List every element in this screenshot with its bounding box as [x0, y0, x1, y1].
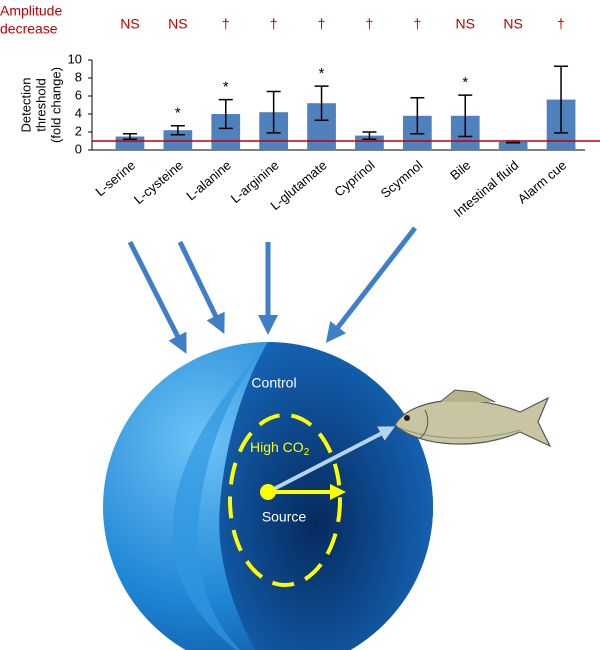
y-axis-label: Detection	[18, 78, 33, 133]
amplitude-value: †	[557, 16, 565, 32]
source-dot	[260, 484, 276, 500]
y-tick-label: 0	[75, 141, 82, 156]
x-tick-label: Alarm cue	[515, 157, 569, 206]
error-bar	[554, 65, 569, 134]
error-bar	[266, 90, 281, 134]
fish	[394, 389, 552, 448]
x-tick-label: L-alanine	[183, 157, 234, 203]
y-axis-label: (fold change)	[48, 67, 63, 143]
y-tick-label: 10	[68, 51, 82, 66]
control-label: Control	[251, 375, 296, 391]
high-co2-text: High CO	[250, 439, 304, 455]
arrow	[127, 240, 187, 354]
high-co2-sub: 2	[304, 447, 310, 458]
y-tick-label: 2	[75, 123, 82, 138]
amplitude-label: decrease	[0, 21, 58, 37]
amplitude-value: NS	[120, 16, 139, 32]
error-bar	[122, 133, 137, 140]
arrows	[127, 226, 417, 354]
source-label: Source	[262, 509, 307, 525]
error-bar	[314, 85, 329, 122]
amplitude-value: NS	[168, 16, 187, 32]
y-tick-label: 4	[75, 105, 82, 120]
error-bar	[410, 97, 425, 135]
significance-mark: *	[462, 74, 468, 91]
bar	[498, 141, 528, 150]
arrow	[325, 226, 417, 343]
bar	[163, 130, 193, 150]
sphere-face	[172, 342, 268, 650]
high-co2-label: High CO2	[250, 439, 310, 458]
error-bar	[218, 98, 233, 130]
x-tick-label: L-cysteine	[131, 157, 186, 207]
amplitude-value: NS	[456, 16, 475, 32]
amplitude-value: †	[366, 16, 374, 32]
error-bar	[362, 131, 377, 140]
error-bar	[458, 94, 473, 138]
amplitude-value: †	[270, 16, 278, 32]
significance-mark: *	[175, 105, 181, 122]
high-co2-boundary	[228, 413, 342, 587]
error-bar	[170, 124, 185, 136]
amplitude-value: †	[318, 16, 326, 32]
arrow	[267, 426, 396, 494]
x-tick-label: Scymnol	[378, 157, 426, 201]
amplitude-label: Amplitude	[0, 3, 62, 19]
significance-mark: *	[319, 65, 325, 82]
amplitude-value: NS	[503, 16, 522, 32]
significance-mark: *	[223, 79, 229, 96]
bar	[355, 135, 384, 150]
x-tick-label: Bile	[447, 157, 473, 182]
amplitude-value: †	[413, 16, 421, 32]
arrow	[177, 240, 225, 335]
bar	[115, 136, 145, 150]
amplitude-value: †	[222, 16, 230, 32]
y-axis-label: threshold	[33, 78, 48, 131]
y-tick-label: 6	[75, 87, 82, 102]
y-tick-label: 8	[75, 69, 82, 84]
x-tick-label: Cyprinol	[331, 157, 377, 199]
x-tick-label: L-serine	[92, 157, 138, 199]
